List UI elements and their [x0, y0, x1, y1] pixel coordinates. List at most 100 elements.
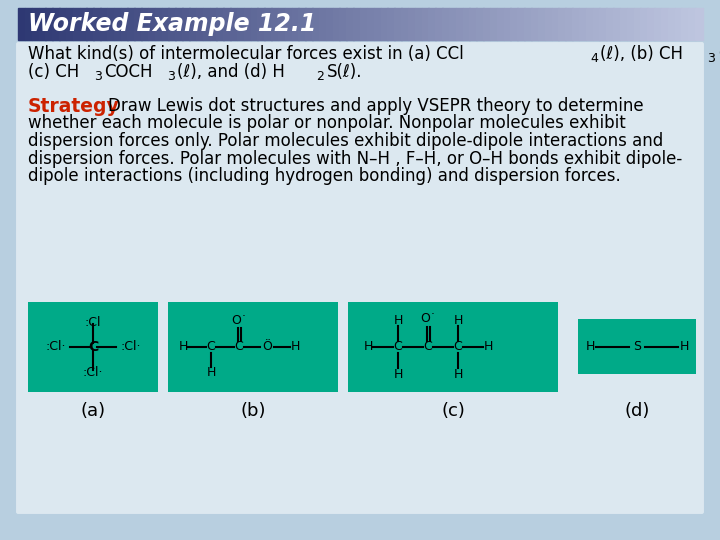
- Bar: [312, 8, 320, 40]
- Bar: [456, 8, 463, 40]
- Text: Ö: Ö: [262, 341, 272, 354]
- Text: H: H: [393, 368, 402, 381]
- Bar: [613, 8, 621, 40]
- Bar: [251, 8, 258, 40]
- Bar: [462, 8, 470, 40]
- Bar: [210, 8, 217, 40]
- Text: C: C: [235, 341, 243, 354]
- Bar: [668, 8, 675, 40]
- Bar: [66, 8, 73, 40]
- Bar: [271, 8, 279, 40]
- Bar: [552, 8, 559, 40]
- Text: H: H: [454, 368, 463, 381]
- Bar: [483, 8, 490, 40]
- Bar: [401, 8, 408, 40]
- Bar: [380, 8, 388, 40]
- Text: COCH: COCH: [104, 63, 153, 81]
- Bar: [374, 8, 381, 40]
- Text: C: C: [207, 341, 215, 354]
- FancyBboxPatch shape: [15, 41, 705, 515]
- Text: O˙: O˙: [231, 314, 247, 327]
- Text: O˙: O˙: [420, 313, 436, 326]
- Bar: [524, 8, 531, 40]
- Text: dispersion forces. Polar molecules with N–H , F–H, or O–H bonds exhibit dipole-: dispersion forces. Polar molecules with …: [28, 150, 683, 167]
- Bar: [647, 8, 654, 40]
- Bar: [641, 8, 648, 40]
- Bar: [299, 8, 306, 40]
- Bar: [688, 8, 696, 40]
- Text: C: C: [454, 341, 462, 354]
- Bar: [559, 8, 566, 40]
- FancyBboxPatch shape: [578, 319, 696, 374]
- Bar: [366, 8, 374, 40]
- Bar: [319, 8, 326, 40]
- Bar: [305, 8, 312, 40]
- Bar: [579, 8, 586, 40]
- Bar: [422, 8, 429, 40]
- Text: H: H: [179, 341, 188, 354]
- Bar: [538, 8, 545, 40]
- Text: C: C: [88, 340, 98, 354]
- Bar: [39, 8, 46, 40]
- Bar: [634, 8, 641, 40]
- Bar: [599, 8, 607, 40]
- FancyBboxPatch shape: [28, 302, 158, 392]
- Text: :Cl·: :Cl·: [120, 341, 140, 354]
- Text: H: H: [393, 314, 402, 327]
- Text: :Cl: :Cl: [85, 315, 102, 328]
- Bar: [620, 8, 627, 40]
- Bar: [477, 8, 484, 40]
- Bar: [469, 8, 477, 40]
- Bar: [565, 8, 572, 40]
- Bar: [675, 8, 682, 40]
- Bar: [176, 8, 183, 40]
- Bar: [490, 8, 498, 40]
- Bar: [415, 8, 422, 40]
- Bar: [325, 8, 333, 40]
- Text: H: H: [679, 340, 689, 353]
- Text: 3: 3: [708, 51, 716, 64]
- Bar: [606, 8, 613, 40]
- Bar: [223, 8, 230, 40]
- Bar: [258, 8, 265, 40]
- Text: Worked Example 12.1: Worked Example 12.1: [28, 12, 316, 36]
- Bar: [510, 8, 518, 40]
- Bar: [127, 8, 135, 40]
- Bar: [196, 8, 203, 40]
- Text: (ℓ), and (d) H: (ℓ), and (d) H: [177, 63, 285, 81]
- Bar: [264, 8, 271, 40]
- Bar: [586, 8, 593, 40]
- Bar: [428, 8, 436, 40]
- Bar: [408, 8, 415, 40]
- Bar: [278, 8, 285, 40]
- Bar: [59, 8, 66, 40]
- Bar: [387, 8, 395, 40]
- Bar: [161, 8, 169, 40]
- Text: COOH(ℓ),: COOH(ℓ),: [718, 45, 720, 63]
- Bar: [24, 8, 32, 40]
- Bar: [237, 8, 244, 40]
- Text: Draw Lewis dot structures and apply VSEPR theory to determine: Draw Lewis dot structures and apply VSEP…: [108, 97, 644, 115]
- Bar: [572, 8, 580, 40]
- FancyBboxPatch shape: [348, 302, 558, 392]
- Text: 2: 2: [316, 70, 324, 83]
- Bar: [155, 8, 162, 40]
- Text: whether each molecule is polar or nonpolar. Nonpolar molecules exhibit: whether each molecule is polar or nonpol…: [28, 114, 626, 132]
- Bar: [141, 8, 148, 40]
- Bar: [45, 8, 53, 40]
- Bar: [544, 8, 552, 40]
- Bar: [216, 8, 224, 40]
- Text: 3: 3: [167, 70, 175, 83]
- Text: H: H: [364, 341, 373, 354]
- Bar: [681, 8, 689, 40]
- Text: H: H: [207, 367, 216, 380]
- Bar: [182, 8, 189, 40]
- Text: C: C: [423, 341, 433, 354]
- Bar: [531, 8, 539, 40]
- Text: H: H: [454, 314, 463, 327]
- Bar: [442, 8, 449, 40]
- Text: dipole interactions (including hydrogen bonding) and dispersion forces.: dipole interactions (including hydrogen …: [28, 167, 621, 185]
- Bar: [243, 8, 251, 40]
- Text: (a): (a): [81, 402, 106, 420]
- Bar: [53, 8, 60, 40]
